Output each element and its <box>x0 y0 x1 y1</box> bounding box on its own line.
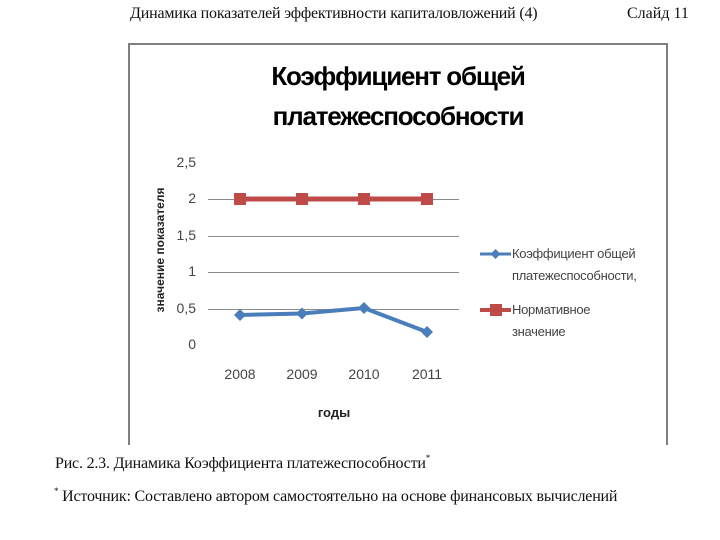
legend-item-normative: Нормативное значение <box>512 299 591 343</box>
legend-label: Нормативное <box>512 302 591 317</box>
slide-header: Динамика показателей эффективности капит… <box>0 0 720 36</box>
diamond-marker <box>296 307 308 320</box>
square-marker <box>421 193 433 205</box>
gridlines <box>208 199 459 310</box>
square-marker <box>296 193 308 205</box>
y-tick: 1,5 <box>176 227 196 243</box>
x-tick: 2009 <box>286 366 318 382</box>
diamond-marker <box>234 309 246 321</box>
slide-number: Слайд 11 <box>627 5 689 22</box>
x-tick: 2010 <box>348 366 380 382</box>
legend-item-coefficient: Коэффициент общей платежеспособности, <box>512 243 637 287</box>
chart-frame <box>128 43 668 445</box>
caption-text: Рис. 2.3. Динамика Коэффициента платежес… <box>55 455 426 472</box>
chart-title: Коэффициент общей платежеспособности <box>130 56 666 136</box>
square-marker <box>358 193 370 205</box>
square-marker <box>234 193 246 205</box>
legend-diamond-icon <box>490 249 501 259</box>
legend-label: Коэффициент общей <box>512 246 636 261</box>
figure-caption: Рис. 2.3. Динамика Коэффициента платежес… <box>55 453 431 473</box>
chart-title-line1: Коэффициент общей <box>271 61 525 91</box>
source-note: * Источник: Составлено автором самостоят… <box>54 486 618 506</box>
series-normative <box>234 193 433 205</box>
footnote-marker: * <box>54 486 59 496</box>
chart-title-line2: платежеспособности <box>272 101 525 131</box>
x-tick: 2008 <box>224 366 256 382</box>
diamond-marker <box>358 302 370 314</box>
x-tick: 2011 <box>411 366 443 382</box>
footnote-marker: * <box>425 453 431 463</box>
legend-symbols <box>480 249 511 316</box>
diamond-marker <box>421 326 433 338</box>
y-tick: 2 <box>188 190 196 206</box>
y-tick: 0,5 <box>176 300 196 316</box>
legend-label: значение <box>512 324 566 339</box>
y-tick: 1 <box>188 263 196 279</box>
y-tick: 2,5 <box>176 154 196 170</box>
slide-title: Динамика показателей эффективности капит… <box>130 5 538 22</box>
series-coefficient <box>234 302 433 338</box>
legend-square-icon <box>490 304 502 316</box>
y-tick: 0 <box>188 336 196 352</box>
legend-label: платежеспособности, <box>512 268 637 283</box>
source-text: Источник: Составлено автором самостоятел… <box>58 488 618 505</box>
x-axis-title: годы <box>317 405 351 420</box>
